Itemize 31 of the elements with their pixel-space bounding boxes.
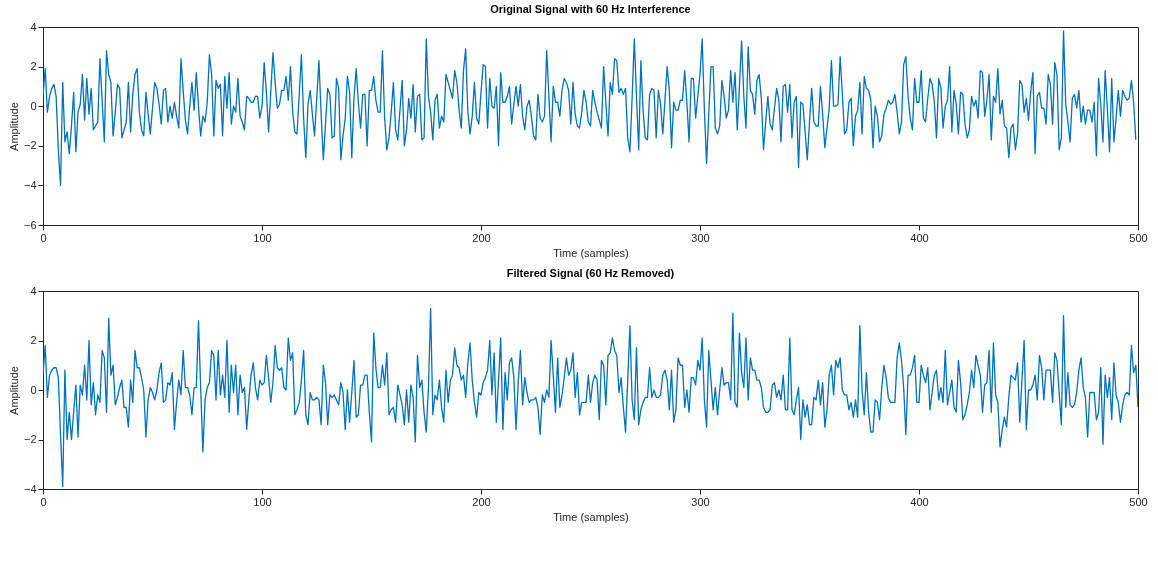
x-tick-label: 500: [1129, 495, 1148, 508]
y-tick-label: 0: [30, 383, 37, 396]
x-tick-label: 300: [691, 495, 710, 508]
y-tick-label: 0: [30, 99, 37, 112]
x-tick-label: 100: [253, 495, 272, 508]
x-tick-label: 400: [910, 231, 929, 244]
x-tick-label: 0: [40, 231, 47, 244]
y-tick-label: 2: [30, 334, 37, 346]
x-tick-label: 200: [472, 495, 491, 508]
line-series: [43, 30, 1137, 187]
x-tick-label: 100: [253, 231, 272, 244]
line-series: [43, 307, 1138, 488]
y-axis-title: Amplitude: [7, 366, 20, 415]
x-tick-label: 300: [691, 231, 710, 244]
y-tick-label: −2: [23, 139, 37, 152]
chart-title: Filtered Signal (60 Hz Removed): [506, 267, 675, 279]
y-tick-label: −4: [23, 482, 37, 495]
y-axis-title: Amplitude: [7, 102, 20, 151]
x-tick-label: 400: [910, 495, 929, 508]
x-tick-label: 200: [472, 231, 491, 244]
x-tick-label: 500: [1129, 231, 1148, 244]
y-tick-label: 4: [30, 284, 37, 297]
chart-title: Original Signal with 60 Hz Interference: [490, 3, 691, 15]
y-tick-label: −2: [23, 433, 37, 445]
y-tick-label: −6: [23, 218, 37, 231]
x-axis-title: Time (samples): [553, 510, 629, 523]
y-tick-label: −4: [23, 178, 37, 191]
y-tick-label: 2: [30, 60, 37, 73]
y-tick-label: 4: [30, 20, 37, 33]
x-tick-label: 0: [40, 495, 47, 508]
x-axis-title: Time (samples): [553, 246, 629, 259]
